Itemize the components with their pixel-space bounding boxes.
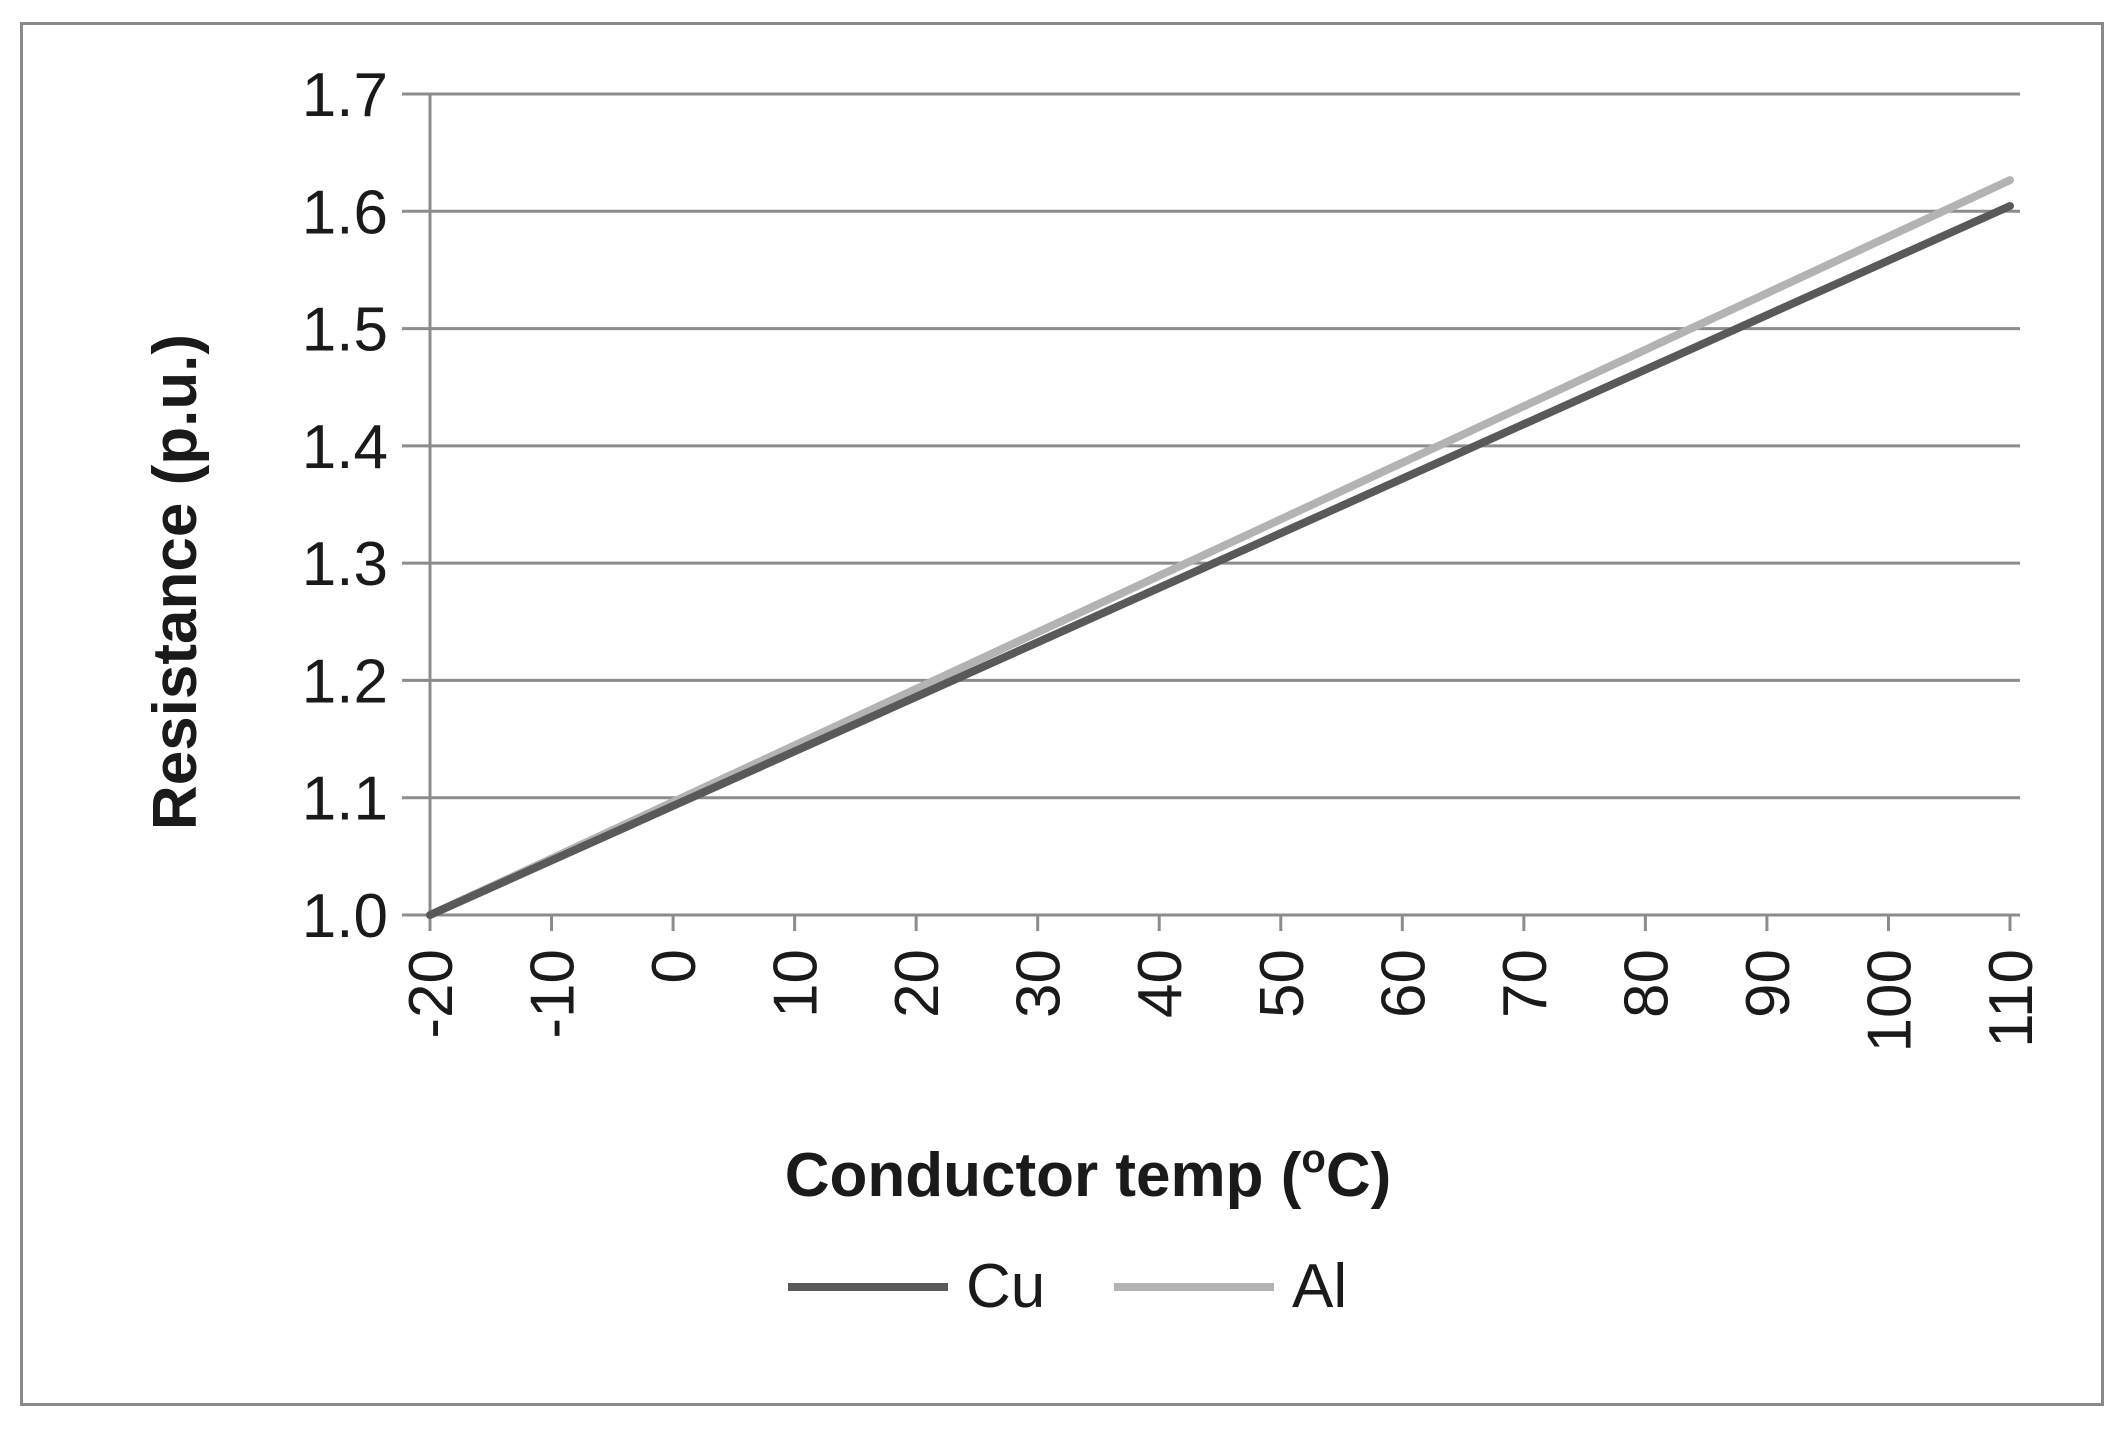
x-tick-label: 60 [1369,949,1438,1018]
y-tick-label: 1.6 [302,178,388,247]
y-tick-label: 1.5 [302,296,388,365]
y-tick-label: 1.0 [302,882,388,951]
chart-frame [20,22,2104,1406]
x-axis-title: Conductor temp (oC) [785,1137,1391,1210]
y-tick-label: 1.4 [302,413,388,482]
y-axis-title: Resistance (p.u.) [141,334,210,830]
y-tick-label: 1.1 [302,765,388,834]
x-tick-label: -20 [397,949,466,1039]
y-tick-label: 1.3 [302,530,388,599]
gridlines [402,92,2020,800]
x-tick-label: 70 [1491,949,1560,1018]
x-tick-label: 40 [1126,949,1195,1018]
x-tick-label: 80 [1612,949,1681,1018]
y-tick-labels: 1.0 1.1 1.2 1.3 1.4 1.5 1.6 1.7 [302,61,388,951]
y-tick-label: 1.7 [302,61,388,130]
x-tick-labels: -20 -10 0 10 20 30 40 50 60 70 80 90 100 110 [397,949,2046,1052]
legend-label-al: Al [1292,1252,1347,1321]
legend-label-cu: Cu [966,1252,1045,1321]
x-tick-label: 20 [883,949,952,1018]
x-tick-label: 0 [640,949,709,983]
x-tick-label: 110 [1977,949,2046,1048]
x-tick-label: 90 [1734,949,1803,1018]
x-axis-title-suffix: C) [1326,1141,1391,1210]
x-axis-title-superscript: o [1301,1137,1325,1181]
legend: Cu Al [788,1252,1347,1321]
series-line-cu [426,202,2014,919]
x-tick-label: 100 [1855,949,1924,1052]
x-tick-label: 30 [1005,949,1074,1018]
x-tick-label: -10 [519,949,588,1039]
y-tick-label: 1.2 [302,647,388,716]
series-lines [426,176,2014,919]
x-tick-label: 10 [762,949,831,1018]
x-tick-label: 50 [1248,949,1317,1018]
x-axis-title-main: Conductor temp ( [785,1141,1302,1210]
axes [402,94,2020,931]
